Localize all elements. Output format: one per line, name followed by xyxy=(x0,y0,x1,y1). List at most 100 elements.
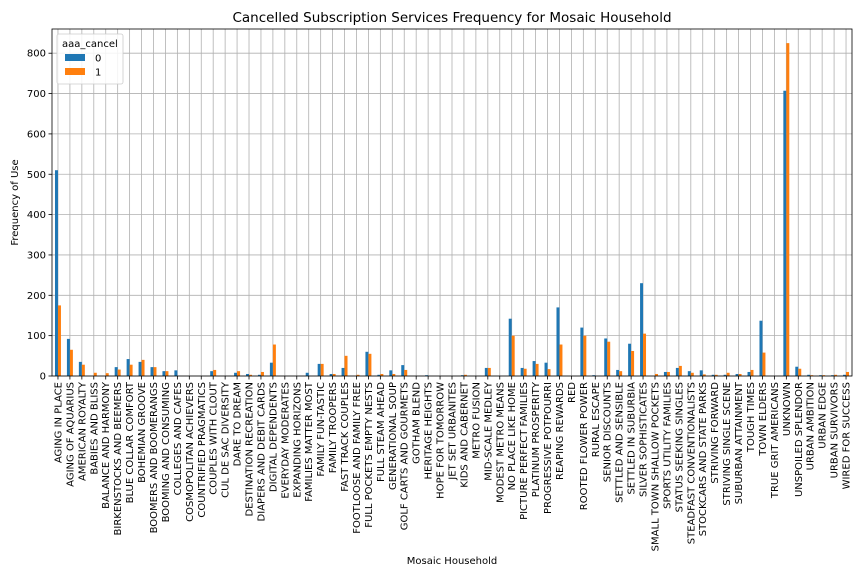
x-tick-label: TOWN ELDERS xyxy=(758,382,769,457)
y-tick-label: 800 xyxy=(27,49,46,60)
x-tick-label: AMERICAN ROYALTY xyxy=(77,381,88,481)
x-tick-label: PICTURE PERFECT FAMILIES xyxy=(519,382,530,520)
bar-series-0 xyxy=(257,374,261,376)
bar-series-0 xyxy=(401,365,405,376)
bar-series-1 xyxy=(141,359,145,376)
bar-series-0 xyxy=(747,371,751,376)
bar-series-0 xyxy=(616,369,620,376)
bar-series-1 xyxy=(81,364,85,376)
bar-series-0 xyxy=(66,338,70,376)
x-tick-label: RURAL ESCAPE xyxy=(591,382,602,457)
bar-series-1 xyxy=(129,364,133,376)
bar-series-1 xyxy=(237,371,241,376)
x-tick-label: STOCKCARS AND STATE PARKS xyxy=(698,382,709,536)
bar-series-1 xyxy=(463,374,467,376)
bar-series-1 xyxy=(666,371,670,376)
x-tick-label: PLATINUM PROSPERITY xyxy=(531,381,542,497)
x-tick-label: BOOMING AND CONSUMING xyxy=(161,382,172,522)
bar-series-0 xyxy=(580,327,584,376)
x-tick-label: HERITAGE HEIGHTS xyxy=(424,382,435,480)
bar-series-1 xyxy=(380,373,384,376)
x-tick-label: HOPE FOR TOMORROW xyxy=(436,382,447,499)
bar-series-0 xyxy=(246,373,250,376)
legend-swatch-0 xyxy=(65,54,85,61)
bar-series-0 xyxy=(210,371,214,376)
bar-series-0 xyxy=(365,351,369,376)
x-tick-label: WIRED FOR SUCCESS xyxy=(842,382,853,489)
bar-series-1 xyxy=(69,349,73,376)
bar-series-0 xyxy=(592,375,596,376)
bar-series-1 xyxy=(320,363,324,376)
bar-series-1 xyxy=(559,344,563,376)
bar-series-0 xyxy=(508,318,512,376)
x-tick-label: COSMOPOLITAN ACHIEVERS xyxy=(185,382,196,522)
y-tick-label: 700 xyxy=(27,89,46,100)
bar-series-0 xyxy=(807,374,811,376)
x-tick-label: MID-SCALE MEDLEY xyxy=(483,381,494,481)
bar-series-1 xyxy=(750,369,754,376)
bar-series-0 xyxy=(114,367,118,376)
x-tick-label: AGING IN PLACE xyxy=(53,382,64,463)
x-tick-label: GOTHAM BLEND xyxy=(412,382,423,464)
bar-series-0 xyxy=(377,374,381,376)
bar-series-1 xyxy=(643,333,647,376)
legend: aaa_cancel 01 xyxy=(56,33,124,85)
y-tick-label: 600 xyxy=(27,129,46,140)
legend-label-0: 0 xyxy=(95,54,101,65)
bar-series-0 xyxy=(675,367,679,376)
y-tick-label: 400 xyxy=(27,210,46,221)
bar-series-1 xyxy=(272,344,276,376)
x-tick-label: URBAN EDGE xyxy=(818,382,829,449)
x-tick-label: FAST TRACK COUPLES xyxy=(340,382,351,492)
x-tick-label: STRIVING SINGLE SCENE xyxy=(722,382,733,506)
x-tick-label: KIDS AND CABERNET xyxy=(459,381,470,488)
legend-swatch-1 xyxy=(65,68,85,75)
x-tick-label: METRO FUSION xyxy=(471,382,482,459)
bar-series-1 xyxy=(846,371,850,376)
x-tick-label: FAMILY FUN-TASTIC xyxy=(316,382,327,477)
legend-title: aaa_cancel xyxy=(62,39,118,50)
x-tick-label: AGING OF AQUARIUS xyxy=(65,382,76,487)
x-tick-label: RED xyxy=(567,382,578,403)
x-tick-label: CUL DE SAC DIVERSITY xyxy=(221,381,232,498)
bar-series-0 xyxy=(484,367,488,376)
bar-series-0 xyxy=(604,338,608,376)
bar-series-1 xyxy=(798,368,802,376)
y-tick-label: 100 xyxy=(27,331,46,342)
x-tick-label: SETTLED AND SENSIBLE xyxy=(615,382,626,503)
bar-series-1 xyxy=(249,374,252,376)
bar-series-0 xyxy=(126,359,130,376)
bar-series-1 xyxy=(392,373,396,376)
x-tick-label: BLUE COLLAR COMFORT xyxy=(125,381,136,503)
bar-series-1 xyxy=(356,374,360,376)
bar-series-1 xyxy=(547,369,551,376)
x-axis-label: Mosaic Household xyxy=(407,556,497,567)
x-tick-label: ROOTED FLOWER POWER xyxy=(579,382,590,510)
x-tick-label: JET SET URBANITES xyxy=(448,382,459,481)
bar-series-1 xyxy=(153,367,157,376)
x-tick-label: FOOTLOOSE AND FAMILY FREE xyxy=(352,382,363,534)
bar-series-1 xyxy=(762,352,766,376)
x-tick-label: FULL STEAM AHEAD xyxy=(376,382,387,482)
bar-series-0 xyxy=(687,371,691,376)
bar-series-0 xyxy=(544,362,548,376)
x-tick-label: MODEST METRO MEANS xyxy=(495,382,506,503)
y-tick-label: 500 xyxy=(27,170,46,181)
x-tick-label: STATUS SEEKING SINGLES xyxy=(674,382,685,512)
bar-series-0 xyxy=(556,307,560,376)
bar-series-1 xyxy=(786,43,790,376)
x-tick-label: COLLEGES AND CAFES xyxy=(173,382,184,495)
y-tick-label: 300 xyxy=(27,250,46,261)
bar-series-1 xyxy=(535,363,539,376)
x-tick-label: BALANCE AND HARMONY xyxy=(101,381,112,509)
x-tick-label: STEADFAST CONVENTIONALISTS xyxy=(686,382,697,544)
bar-series-0 xyxy=(831,375,835,376)
bar-series-1 xyxy=(165,371,169,376)
bar-series-0 xyxy=(460,375,464,376)
x-tick-label: BOHEMIAN GROOVE xyxy=(137,382,148,483)
bar-series-0 xyxy=(317,363,321,376)
x-tick-label: GOLF CARTS AND GOURMETS xyxy=(400,382,411,530)
x-tick-label: BOOMERS AND BOOMERANGS xyxy=(149,382,160,533)
x-tick-label: DARE TO DREAM xyxy=(233,382,244,466)
bar-series-0 xyxy=(628,343,632,376)
